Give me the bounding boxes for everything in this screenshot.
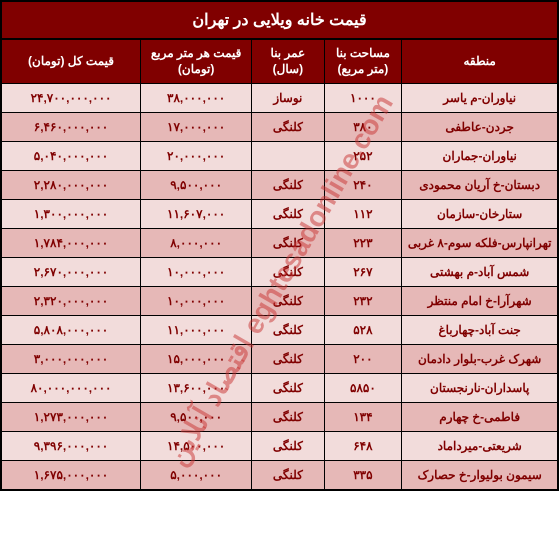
cell-area: ۵۲۸ bbox=[324, 316, 402, 345]
cell-region: فاطمی-خ چهارم bbox=[402, 403, 558, 432]
cell-price_per_meter: ۸,۰۰۰,۰۰۰ bbox=[141, 229, 252, 258]
cell-total_price: ۱,۷۸۴,۰۰۰,۰۰۰ bbox=[2, 229, 141, 258]
header-area: مساحت بنا (متر مربع) bbox=[324, 40, 402, 84]
cell-region: جنت آباد-چهارباغ bbox=[402, 316, 558, 345]
cell-area: ۱۰۰۰ bbox=[324, 84, 402, 113]
cell-total_price: ۲۴,۷۰۰,۰۰۰,۰۰۰ bbox=[2, 84, 141, 113]
cell-area: ۲۰۰ bbox=[324, 345, 402, 374]
header-total-price: قیمت کل (تومان) bbox=[2, 40, 141, 84]
cell-price_per_meter: ۱۳,۶۰۰,۰۰۰ bbox=[141, 374, 252, 403]
cell-price_per_meter: ۹,۵۰۰,۰۰۰ bbox=[141, 403, 252, 432]
cell-area: ۱۱۲ bbox=[324, 200, 402, 229]
cell-age: کلنگی bbox=[252, 403, 324, 432]
cell-price_per_meter: ۳۸,۰۰۰,۰۰۰ bbox=[141, 84, 252, 113]
table-row: نیاوران-جماران۲۵۲ ۲۰,۰۰۰,۰۰۰۵,۰۴۰,۰۰۰,۰۰۰ bbox=[2, 142, 558, 171]
cell-age: کلنگی bbox=[252, 345, 324, 374]
cell-region: تهرانپارس-فلکه سوم-۸ غربی bbox=[402, 229, 558, 258]
cell-price_per_meter: ۱۱,۰۰۰,۰۰۰ bbox=[141, 316, 252, 345]
price-table-container: قیمت خانه ویلایی در تهران منطقه مساحت بن… bbox=[0, 0, 559, 491]
cell-age: نوساز bbox=[252, 84, 324, 113]
cell-price_per_meter: ۱۷,۰۰۰,۰۰۰ bbox=[141, 113, 252, 142]
table-row: دبستان-خ آریان محمودی۲۴۰کلنگی۹,۵۰۰,۰۰۰۲,… bbox=[2, 171, 558, 200]
cell-area: ۳۸۰ bbox=[324, 113, 402, 142]
table-row: تهرانپارس-فلکه سوم-۸ غربی۲۲۳کلنگی۸,۰۰۰,۰… bbox=[2, 229, 558, 258]
cell-price_per_meter: ۲۰,۰۰۰,۰۰۰ bbox=[141, 142, 252, 171]
cell-age: کلنگی bbox=[252, 316, 324, 345]
cell-area: ۶۴۸ bbox=[324, 432, 402, 461]
table-title: قیمت خانه ویلایی در تهران bbox=[1, 1, 558, 39]
table-row: شریعتی-میرداماد۶۴۸کلنگی۱۴,۵۰۰,۰۰۰۹,۳۹۶,۰… bbox=[2, 432, 558, 461]
cell-price_per_meter: ۱۰,۰۰۰,۰۰۰ bbox=[141, 287, 252, 316]
table-row: شهرک غرب-بلوار دادمان۲۰۰کلنگی۱۵,۰۰۰,۰۰۰۳… bbox=[2, 345, 558, 374]
cell-age: کلنگی bbox=[252, 461, 324, 490]
cell-region: شهرک غرب-بلوار دادمان bbox=[402, 345, 558, 374]
cell-price_per_meter: ۹,۵۰۰,۰۰۰ bbox=[141, 171, 252, 200]
cell-region: شریعتی-میرداماد bbox=[402, 432, 558, 461]
cell-total_price: ۹,۳۹۶,۰۰۰,۰۰۰ bbox=[2, 432, 141, 461]
table-row: ستارخان-سازمان۱۱۲کلنگی۱۱,۶۰۷,۰۰۰۱,۳۰۰,۰۰… bbox=[2, 200, 558, 229]
cell-price_per_meter: ۱۴,۵۰۰,۰۰۰ bbox=[141, 432, 252, 461]
cell-region: پاسداران-نارنجستان bbox=[402, 374, 558, 403]
cell-age: کلنگی bbox=[252, 432, 324, 461]
cell-region: ستارخان-سازمان bbox=[402, 200, 558, 229]
cell-total_price: ۲,۳۲۰,۰۰۰,۰۰۰ bbox=[2, 287, 141, 316]
cell-area: ۱۳۴ bbox=[324, 403, 402, 432]
cell-age: کلنگی bbox=[252, 200, 324, 229]
cell-age bbox=[252, 142, 324, 171]
cell-age: کلنگی bbox=[252, 258, 324, 287]
cell-price_per_meter: ۵,۰۰۰,۰۰۰ bbox=[141, 461, 252, 490]
cell-total_price: ۳,۰۰۰,۰۰۰,۰۰۰ bbox=[2, 345, 141, 374]
cell-price_per_meter: ۱۱,۶۰۷,۰۰۰ bbox=[141, 200, 252, 229]
table-row: جردن-عاطفی۳۸۰کلنگی۱۷,۰۰۰,۰۰۰۶,۴۶۰,۰۰۰,۰۰… bbox=[2, 113, 558, 142]
cell-price_per_meter: ۱۵,۰۰۰,۰۰۰ bbox=[141, 345, 252, 374]
cell-total_price: ۱,۶۷۵,۰۰۰,۰۰۰ bbox=[2, 461, 141, 490]
cell-age: کلنگی bbox=[252, 287, 324, 316]
header-region: منطقه bbox=[402, 40, 558, 84]
cell-region: شهرآرا-خ امام منتظر bbox=[402, 287, 558, 316]
cell-area: ۳۳۵ bbox=[324, 461, 402, 490]
cell-region: شمس آباد-م بهشتی bbox=[402, 258, 558, 287]
cell-total_price: ۲,۲۸۰,۰۰۰,۰۰۰ bbox=[2, 171, 141, 200]
cell-region: نیاوران-جماران bbox=[402, 142, 558, 171]
table-row: نیاوران-م یاسر۱۰۰۰نوساز۳۸,۰۰۰,۰۰۰۲۴,۷۰۰,… bbox=[2, 84, 558, 113]
cell-area: ۲۴۰ bbox=[324, 171, 402, 200]
table-row: پاسداران-نارنجستان۵۸۵۰کلنگی۱۳,۶۰۰,۰۰۰۸۰,… bbox=[2, 374, 558, 403]
cell-total_price: ۸۰,۰۰۰,۰۰۰,۰۰۰ bbox=[2, 374, 141, 403]
cell-region: جردن-عاطفی bbox=[402, 113, 558, 142]
table-row: فاطمی-خ چهارم۱۳۴کلنگی۹,۵۰۰,۰۰۰۱,۲۷۳,۰۰۰,… bbox=[2, 403, 558, 432]
cell-area: ۵۸۵۰ bbox=[324, 374, 402, 403]
cell-area: ۲۵۲ bbox=[324, 142, 402, 171]
price-table: منطقه مساحت بنا (متر مربع) عمر بنا (سال)… bbox=[1, 39, 558, 490]
table-body: نیاوران-م یاسر۱۰۰۰نوساز۳۸,۰۰۰,۰۰۰۲۴,۷۰۰,… bbox=[2, 84, 558, 490]
cell-region: نیاوران-م یاسر bbox=[402, 84, 558, 113]
cell-total_price: ۵,۸۰۸,۰۰۰,۰۰۰ bbox=[2, 316, 141, 345]
cell-age: کلنگی bbox=[252, 229, 324, 258]
cell-total_price: ۱,۳۰۰,۰۰۰,۰۰۰ bbox=[2, 200, 141, 229]
table-row: شهرآرا-خ امام منتظر۲۳۲کلنگی۱۰,۰۰۰,۰۰۰۲,۳… bbox=[2, 287, 558, 316]
header-price-per-meter: قیمت هر متر مربع (تومان) bbox=[141, 40, 252, 84]
cell-age: کلنگی bbox=[252, 171, 324, 200]
cell-total_price: ۵,۰۴۰,۰۰۰,۰۰۰ bbox=[2, 142, 141, 171]
cell-price_per_meter: ۱۰,۰۰۰,۰۰۰ bbox=[141, 258, 252, 287]
table-row: سیمون بولیوار-خ حصارک۳۳۵کلنگی۵,۰۰۰,۰۰۰۱,… bbox=[2, 461, 558, 490]
header-age: عمر بنا (سال) bbox=[252, 40, 324, 84]
cell-age: کلنگی bbox=[252, 374, 324, 403]
cell-total_price: ۲,۶۷۰,۰۰۰,۰۰۰ bbox=[2, 258, 141, 287]
table-header-row: منطقه مساحت بنا (متر مربع) عمر بنا (سال)… bbox=[2, 40, 558, 84]
table-row: شمس آباد-م بهشتی۲۶۷کلنگی۱۰,۰۰۰,۰۰۰۲,۶۷۰,… bbox=[2, 258, 558, 287]
cell-total_price: ۶,۴۶۰,۰۰۰,۰۰۰ bbox=[2, 113, 141, 142]
cell-region: سیمون بولیوار-خ حصارک bbox=[402, 461, 558, 490]
cell-total_price: ۱,۲۷۳,۰۰۰,۰۰۰ bbox=[2, 403, 141, 432]
cell-area: ۲۳۲ bbox=[324, 287, 402, 316]
cell-age: کلنگی bbox=[252, 113, 324, 142]
cell-area: ۲۶۷ bbox=[324, 258, 402, 287]
cell-region: دبستان-خ آریان محمودی bbox=[402, 171, 558, 200]
table-row: جنت آباد-چهارباغ۵۲۸کلنگی۱۱,۰۰۰,۰۰۰۵,۸۰۸,… bbox=[2, 316, 558, 345]
cell-area: ۲۲۳ bbox=[324, 229, 402, 258]
